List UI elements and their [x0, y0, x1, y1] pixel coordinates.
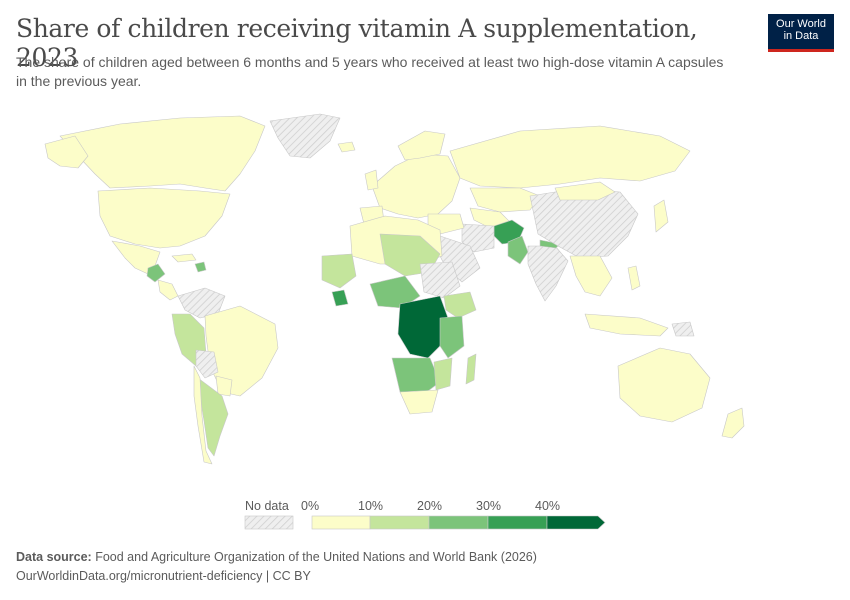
logo-line-2: in Data — [783, 30, 819, 42]
owid-logo[interactable]: Our World in Data — [768, 14, 834, 52]
country-guinea[interactable] — [331, 289, 349, 307]
country-new-zealand[interactable] — [721, 407, 745, 439]
footer: Data source: Food and Agriculture Organi… — [16, 548, 537, 586]
legend-tick-4: 40% — [535, 499, 560, 513]
country-sudan[interactable] — [419, 261, 461, 299]
legend-tick-3: 30% — [476, 499, 501, 513]
country-mozambique[interactable] — [433, 357, 453, 391]
country-madagascar[interactable] — [465, 353, 477, 385]
country-iceland[interactable] — [337, 141, 356, 153]
legend-tick-1: 10% — [358, 499, 383, 513]
country-scandinavia[interactable] — [397, 130, 446, 161]
footer-url[interactable]: OurWorldinData.org/micronutrient-deficie… — [16, 569, 311, 583]
legend-swatch-30-40 — [487, 515, 548, 530]
country-pakistan[interactable] — [507, 235, 529, 265]
legend-tick-0: 0% — [301, 499, 319, 513]
country-kenya-tanzania[interactable] — [439, 315, 465, 359]
country-uk[interactable] — [364, 169, 379, 191]
country-indonesia[interactable] — [584, 313, 669, 337]
legend-swatch-40-plus — [546, 515, 606, 530]
legend-no-data-swatch — [244, 515, 294, 530]
country-papua-new-guinea[interactable] — [671, 321, 695, 337]
footer-source-label: Data source: — [16, 550, 92, 564]
country-haiti[interactable] — [194, 261, 207, 273]
country-cuba[interactable] — [171, 253, 197, 263]
country-iran[interactable] — [461, 223, 495, 253]
country-guatemala[interactable] — [146, 263, 166, 283]
country-canada[interactable] — [59, 115, 266, 192]
country-alaska[interactable] — [44, 135, 89, 169]
footer-source-text: Food and Agriculture Organization of the… — [95, 550, 537, 564]
map-legend: No data 0% 10% 20% 30% 40% — [244, 499, 606, 530]
country-india[interactable] — [527, 245, 569, 302]
country-paraguay[interactable] — [215, 375, 233, 397]
country-ethiopia[interactable] — [443, 291, 477, 319]
chart-title: Share of children receiving vitamin A su… — [16, 14, 698, 72]
country-chile[interactable] — [193, 365, 213, 465]
chart-subtitle: The share of children aged between 6 mon… — [16, 54, 724, 89]
footer-source-row: Data source: Food and Agriculture Organi… — [16, 548, 537, 567]
country-kazakhstan[interactable] — [469, 187, 541, 213]
legend-no-data-label: No data — [245, 499, 289, 513]
country-europe[interactable] — [371, 153, 461, 219]
country-russia[interactable] — [449, 125, 691, 189]
legend-tick-2: 20% — [417, 499, 442, 513]
country-south-africa[interactable] — [399, 389, 439, 415]
country-australia[interactable] — [617, 347, 711, 423]
country-central-america[interactable] — [157, 279, 179, 301]
country-bolivia[interactable] — [195, 349, 219, 379]
country-mongolia[interactable] — [554, 181, 616, 201]
country-usa[interactable] — [97, 187, 231, 249]
country-angola-zambia[interactable] — [391, 357, 441, 395]
legend-swatch-10-20 — [369, 515, 430, 530]
country-southeast-asia[interactable] — [569, 255, 613, 297]
country-central-africa[interactable] — [397, 295, 449, 359]
legend-swatch-20-30 — [428, 515, 489, 530]
country-brazil[interactable] — [204, 305, 279, 397]
country-philippines[interactable] — [627, 265, 641, 291]
world-map[interactable] — [0, 96, 850, 486]
logo-line-1: Our World — [776, 18, 826, 30]
legend-swatch-0-10 — [311, 515, 371, 530]
country-west-africa[interactable] — [321, 253, 357, 289]
country-greenland[interactable] — [269, 113, 341, 159]
country-japan[interactable] — [653, 199, 669, 233]
